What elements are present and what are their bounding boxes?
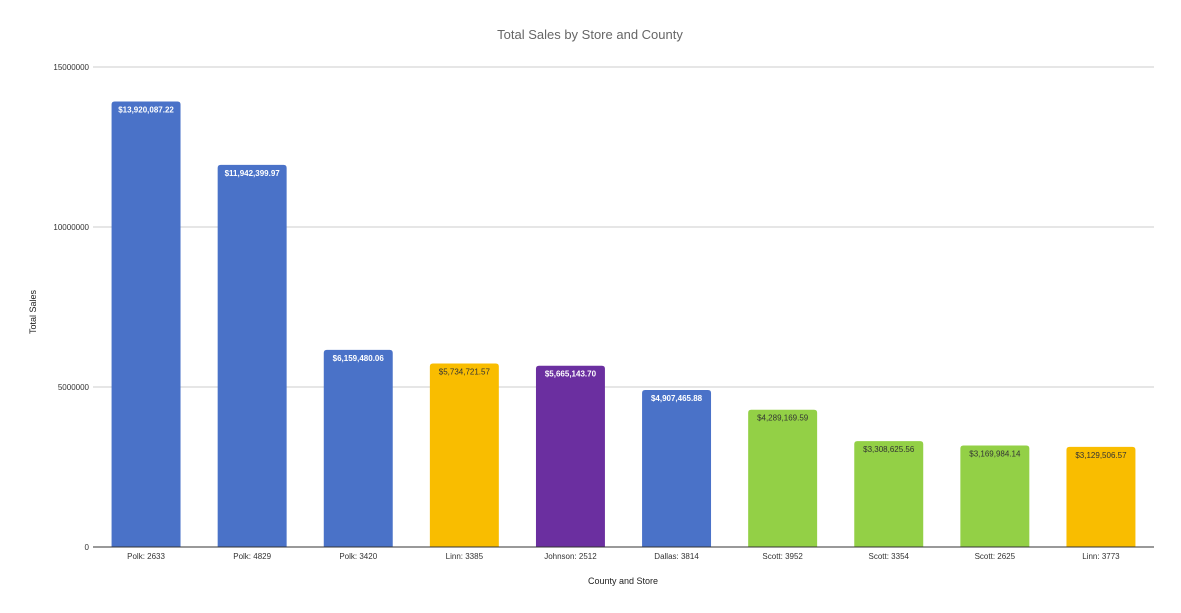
bar-data-label: $5,665,143.70 (545, 370, 597, 379)
bar (323, 349, 393, 547)
y-tick-label: 5000000 (58, 383, 90, 392)
bar (429, 363, 499, 547)
bars (111, 101, 1136, 548)
bar-data-label: $11,942,399.97 (225, 169, 281, 178)
y-axis-title: Total Sales (28, 289, 38, 334)
x-tick-label: Scott: 2625 (975, 552, 1016, 561)
bar (854, 441, 924, 547)
bar-data-label: $3,308,625.56 (863, 445, 915, 454)
bar (217, 164, 287, 547)
x-tick-label: Johnson: 2512 (544, 552, 597, 561)
bar (748, 409, 818, 547)
bar (535, 365, 605, 547)
bar (960, 445, 1030, 547)
bar-data-label: $13,920,087.22 (118, 106, 174, 115)
x-tick-label: Dallas: 3814 (654, 552, 699, 561)
bar-data-label: $5,734,721.57 (439, 367, 491, 376)
x-tick-label: Linn: 3773 (1082, 552, 1120, 561)
bar-data-label: $3,169,984.14 (969, 450, 1021, 459)
x-axis-title: County and Store (588, 576, 658, 586)
y-tick-label: 0 (85, 543, 90, 552)
bar-data-label: $4,907,465.88 (651, 394, 703, 403)
data-labels: $13,920,087.22 $11,942,399.97 $6,159,480.0… (118, 106, 1127, 460)
x-tick-label: Polk: 2633 (127, 552, 165, 561)
x-tick-label: Scott: 3952 (762, 552, 803, 561)
bar-data-label: $6,159,480.06 (333, 354, 385, 363)
bar (642, 389, 712, 547)
x-tick-label: Polk: 4829 (233, 552, 271, 561)
y-axis-ticks: 0 5000000 10000000 15000000 (53, 63, 89, 552)
bar-data-label: $4,289,169.59 (757, 414, 809, 423)
y-tick-label: 10000000 (53, 223, 89, 232)
bar (1066, 446, 1136, 547)
x-tick-label: Polk: 3420 (339, 552, 377, 561)
x-tick-label: Linn: 3385 (446, 552, 484, 561)
bar (111, 101, 181, 548)
x-tick-label: Scott: 3354 (869, 552, 910, 561)
x-axis-ticks: Polk: 2633 Polk: 4829 Polk: 3420 Linn: 3385… (127, 552, 1120, 561)
bar-data-label: $3,129,506.57 (1075, 451, 1127, 460)
chart-title: Total Sales by Store and County (497, 27, 683, 42)
y-tick-label: 15000000 (53, 63, 89, 72)
